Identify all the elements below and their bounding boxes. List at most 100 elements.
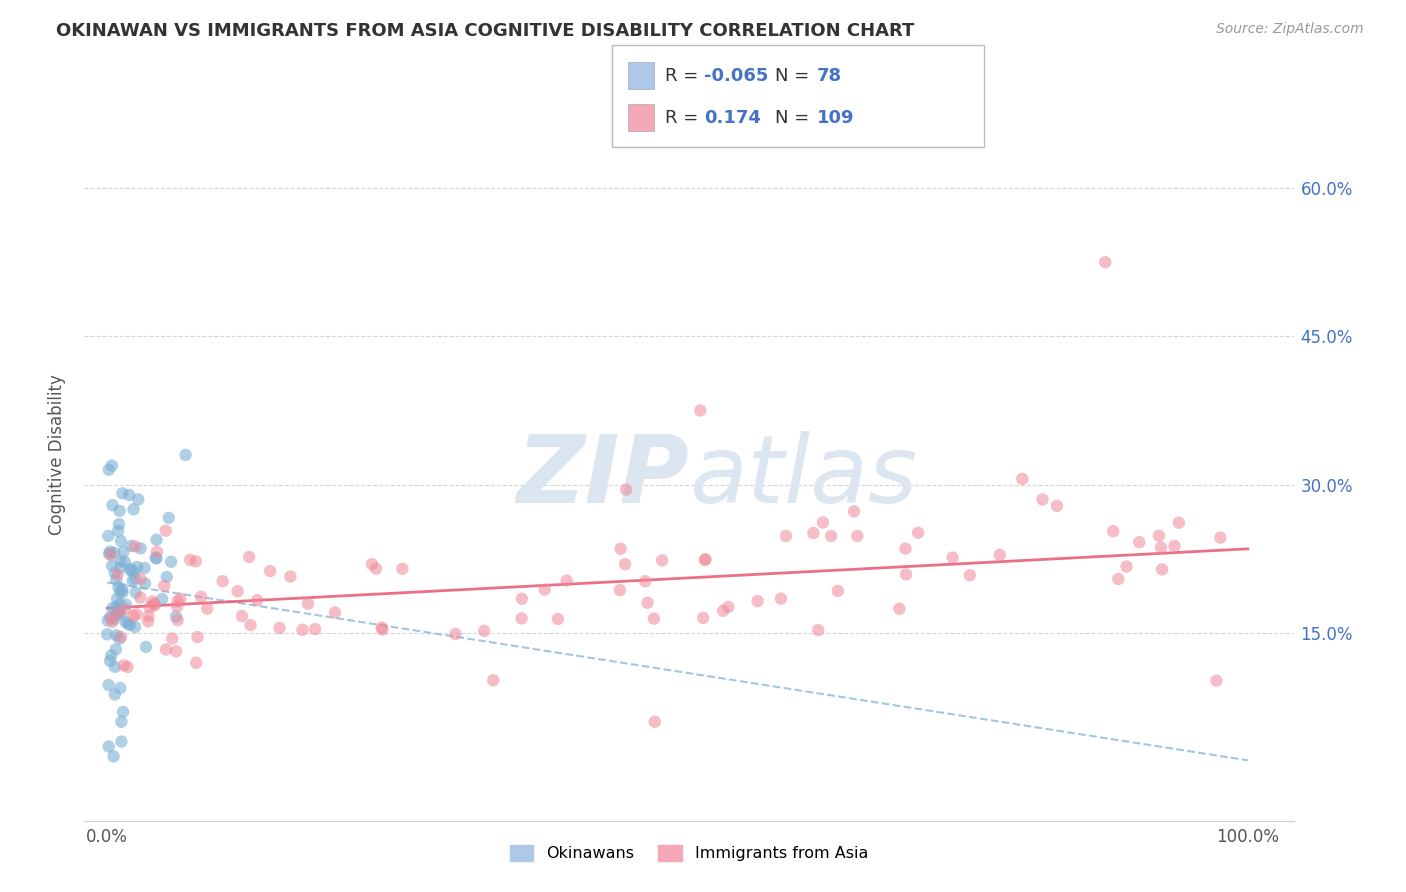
Immigrants from Asia xyxy=(820,529,842,543)
Immigrants from Asia xyxy=(1209,531,1232,545)
Immigrants from Asia xyxy=(959,568,981,582)
Immigrants from Asia xyxy=(693,553,716,567)
Okinawans xyxy=(117,616,139,631)
Okinawans xyxy=(98,610,121,624)
Immigrants from Asia xyxy=(614,558,637,572)
Okinawans xyxy=(110,534,132,549)
Okinawans xyxy=(174,448,197,462)
Okinawans xyxy=(97,678,120,692)
Okinawans xyxy=(111,486,134,500)
Immigrants from Asia xyxy=(717,599,740,614)
Okinawans xyxy=(122,565,145,579)
Okinawans xyxy=(115,598,138,612)
Okinawans xyxy=(103,612,125,626)
Immigrants from Asia xyxy=(769,591,792,606)
Okinawans xyxy=(145,550,167,565)
Immigrants from Asia xyxy=(246,593,269,607)
Immigrants from Asia xyxy=(304,622,326,636)
Immigrants from Asia xyxy=(747,594,769,608)
Immigrants from Asia xyxy=(942,550,965,565)
Text: R =: R = xyxy=(665,109,704,127)
Immigrants from Asia xyxy=(101,615,124,629)
Okinawans xyxy=(110,734,132,748)
Immigrants from Asia xyxy=(894,541,917,556)
Immigrants from Asia xyxy=(1102,524,1125,539)
Okinawans xyxy=(101,498,124,512)
Okinawans xyxy=(105,607,128,621)
Immigrants from Asia xyxy=(609,541,631,556)
Immigrants from Asia xyxy=(907,525,929,540)
Legend: Okinawans, Immigrants from Asia: Okinawans, Immigrants from Asia xyxy=(503,838,875,868)
Okinawans xyxy=(107,602,129,616)
Okinawans xyxy=(127,492,149,507)
Immigrants from Asia xyxy=(226,584,249,599)
Text: N =: N = xyxy=(775,67,814,85)
Immigrants from Asia xyxy=(547,612,569,626)
Okinawans xyxy=(134,561,156,575)
Immigrants from Asia xyxy=(1046,499,1069,513)
Okinawans xyxy=(129,541,152,556)
Okinawans xyxy=(127,560,149,574)
Immigrants from Asia xyxy=(510,591,533,606)
Immigrants from Asia xyxy=(1147,529,1170,543)
Immigrants from Asia xyxy=(1167,516,1189,530)
Immigrants from Asia xyxy=(614,483,637,497)
Immigrants from Asia xyxy=(1205,673,1227,688)
Immigrants from Asia xyxy=(1094,255,1116,269)
Immigrants from Asia xyxy=(889,601,911,615)
Immigrants from Asia xyxy=(1032,492,1054,507)
Okinawans xyxy=(156,570,179,584)
Immigrants from Asia xyxy=(146,545,169,559)
Immigrants from Asia xyxy=(231,609,253,624)
Immigrants from Asia xyxy=(482,673,505,688)
Immigrants from Asia xyxy=(1150,541,1173,555)
Okinawans xyxy=(101,558,124,573)
Okinawans xyxy=(98,547,121,561)
Immigrants from Asia xyxy=(842,504,865,518)
Immigrants from Asia xyxy=(155,642,177,657)
Immigrants from Asia xyxy=(100,611,122,625)
Immigrants from Asia xyxy=(1152,562,1174,576)
Okinawans xyxy=(104,566,127,580)
Immigrants from Asia xyxy=(510,611,533,625)
Immigrants from Asia xyxy=(444,627,467,641)
Immigrants from Asia xyxy=(651,553,673,567)
Okinawans xyxy=(100,648,122,663)
Immigrants from Asia xyxy=(195,601,218,615)
Okinawans xyxy=(97,739,120,754)
Okinawans xyxy=(114,615,136,629)
Immigrants from Asia xyxy=(186,630,208,644)
Immigrants from Asia xyxy=(160,632,183,646)
Okinawans xyxy=(160,555,183,569)
Okinawans xyxy=(104,688,127,702)
Immigrants from Asia xyxy=(190,590,212,604)
Immigrants from Asia xyxy=(894,567,917,582)
Immigrants from Asia xyxy=(155,524,177,538)
Immigrants from Asia xyxy=(634,574,657,589)
Okinawans xyxy=(97,463,120,477)
Immigrants from Asia xyxy=(811,516,834,530)
Okinawans xyxy=(110,681,132,695)
Immigrants from Asia xyxy=(124,540,146,554)
Okinawans xyxy=(120,562,142,576)
Text: Source: ZipAtlas.com: Source: ZipAtlas.com xyxy=(1216,22,1364,37)
Okinawans xyxy=(105,591,128,606)
Immigrants from Asia xyxy=(711,604,734,618)
Okinawans xyxy=(112,705,135,719)
Text: 0.174: 0.174 xyxy=(704,109,761,127)
Immigrants from Asia xyxy=(138,609,160,624)
Immigrants from Asia xyxy=(364,561,387,575)
Immigrants from Asia xyxy=(100,548,122,562)
Okinawans xyxy=(150,592,173,607)
Immigrants from Asia xyxy=(125,607,148,622)
Okinawans xyxy=(124,585,146,599)
Text: N =: N = xyxy=(775,109,814,127)
Immigrants from Asia xyxy=(143,597,166,611)
Immigrants from Asia xyxy=(166,599,188,614)
Text: atlas: atlas xyxy=(689,432,917,523)
Okinawans xyxy=(98,654,121,668)
Okinawans xyxy=(120,563,142,577)
Immigrants from Asia xyxy=(323,606,346,620)
Okinawans xyxy=(108,584,131,599)
Immigrants from Asia xyxy=(239,618,262,632)
